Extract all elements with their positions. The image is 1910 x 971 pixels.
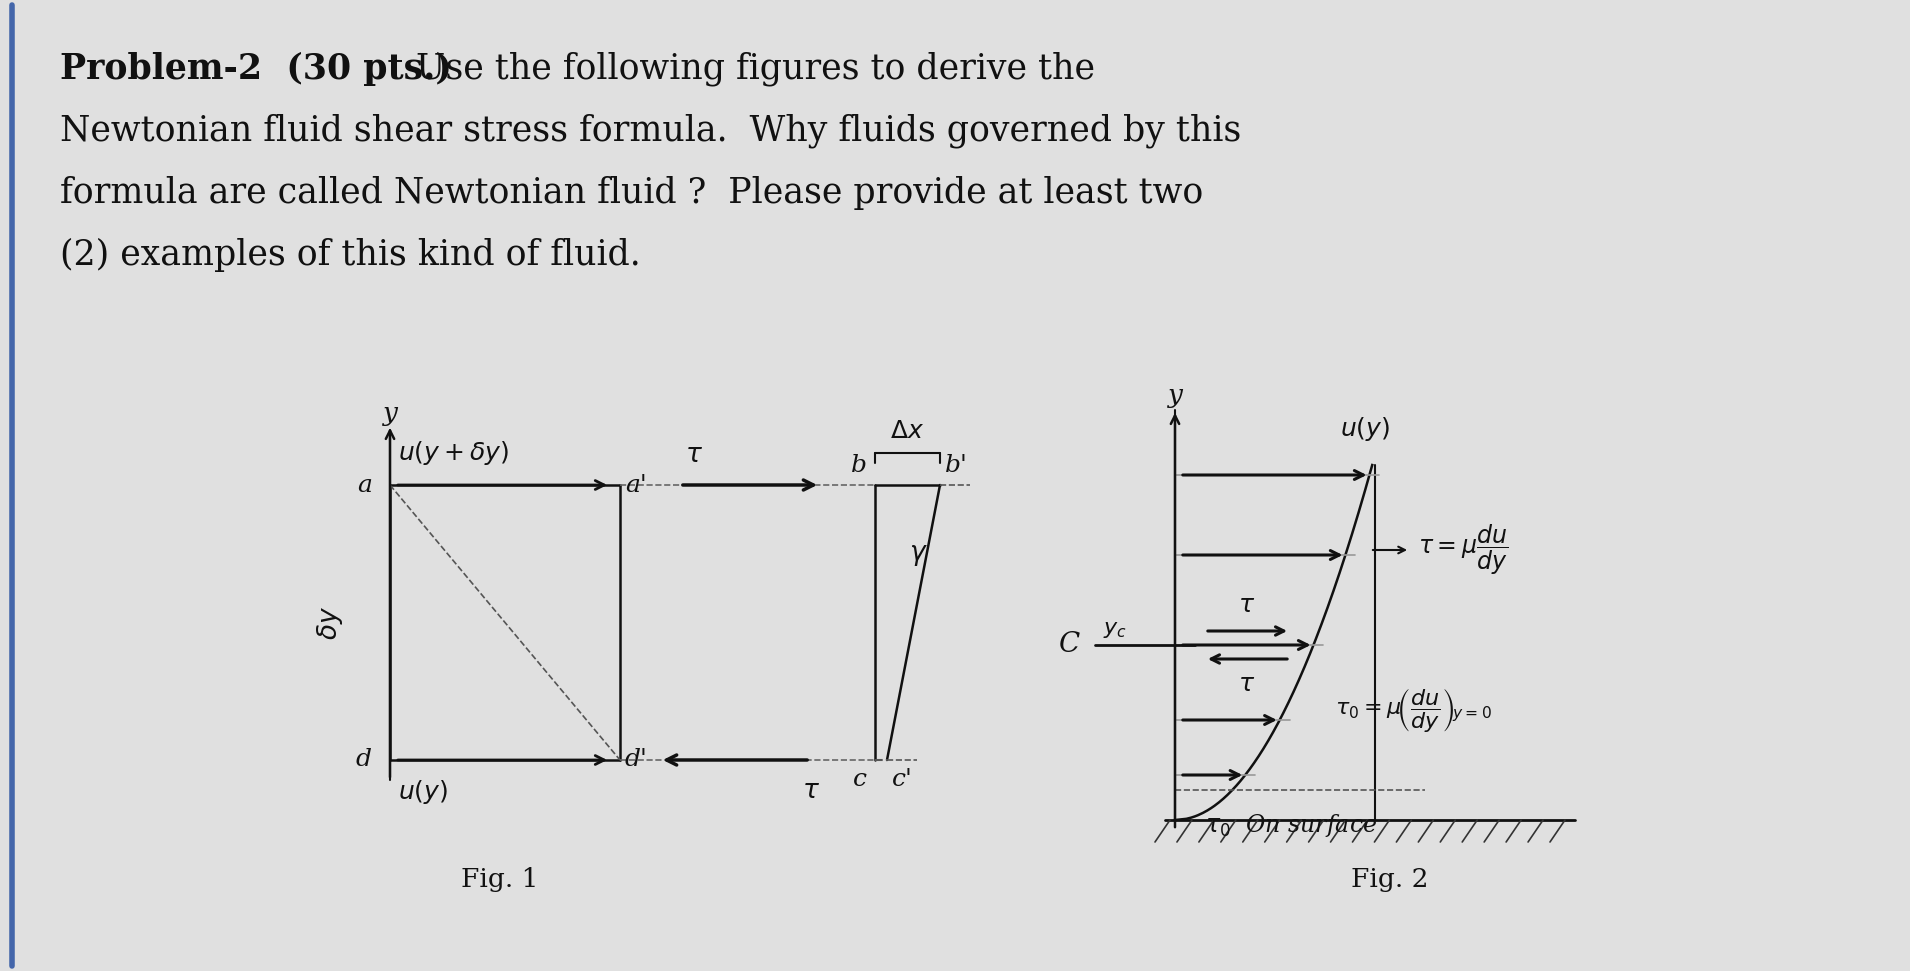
Text: $\tau_0$  On surface: $\tau_0$ On surface (1205, 812, 1377, 839)
Text: $u(y+\delta y)$: $u(y+\delta y)$ (397, 439, 508, 467)
Text: a': a' (625, 474, 647, 496)
Text: y: y (382, 400, 397, 425)
Text: $\tau$: $\tau$ (802, 778, 819, 803)
Text: d: d (355, 749, 372, 772)
Text: Problem-2  (30 pts.): Problem-2 (30 pts.) (59, 52, 453, 86)
Text: $\tau = \mu\dfrac{du}{dy}$: $\tau = \mu\dfrac{du}{dy}$ (1417, 522, 1509, 577)
Text: a: a (357, 474, 372, 496)
Text: $u(y)$: $u(y)$ (397, 778, 449, 806)
Text: y: y (1167, 383, 1182, 408)
Text: c': c' (892, 768, 913, 791)
Text: $\tau_0 = \mu\!\left(\dfrac{du}{dy}\right)_{\!y=0}$: $\tau_0 = \mu\!\left(\dfrac{du}{dy}\righ… (1335, 686, 1492, 734)
Text: $\Delta x$: $\Delta x$ (890, 420, 924, 443)
Text: $\tau$: $\tau$ (1238, 673, 1255, 696)
Text: Fig. 2: Fig. 2 (1350, 867, 1429, 892)
Text: C: C (1058, 631, 1079, 658)
Text: $\delta y$: $\delta y$ (315, 606, 346, 640)
Text: $u(y)$: $u(y)$ (1341, 415, 1390, 443)
Text: d': d' (625, 749, 647, 772)
Text: Fig. 1: Fig. 1 (462, 867, 539, 892)
Text: $y_c$: $y_c$ (1102, 618, 1127, 640)
Text: c: c (854, 768, 867, 791)
Text: b': b' (945, 454, 968, 477)
Text: $\tau$: $\tau$ (686, 442, 703, 467)
Text: (2) examples of this kind of fluid.: (2) examples of this kind of fluid. (59, 238, 640, 272)
Text: $\tau$: $\tau$ (1238, 594, 1255, 617)
Text: formula are called Newtonian fluid ?  Please provide at least two: formula are called Newtonian fluid ? Ple… (59, 176, 1203, 210)
Text: Use the following figures to derive the: Use the following figures to derive the (405, 52, 1094, 86)
Text: $\gamma$: $\gamma$ (909, 543, 928, 567)
Text: b: b (852, 454, 867, 477)
Text: Newtonian fluid shear stress formula.  Why fluids governed by this: Newtonian fluid shear stress formula. Wh… (59, 114, 1242, 149)
